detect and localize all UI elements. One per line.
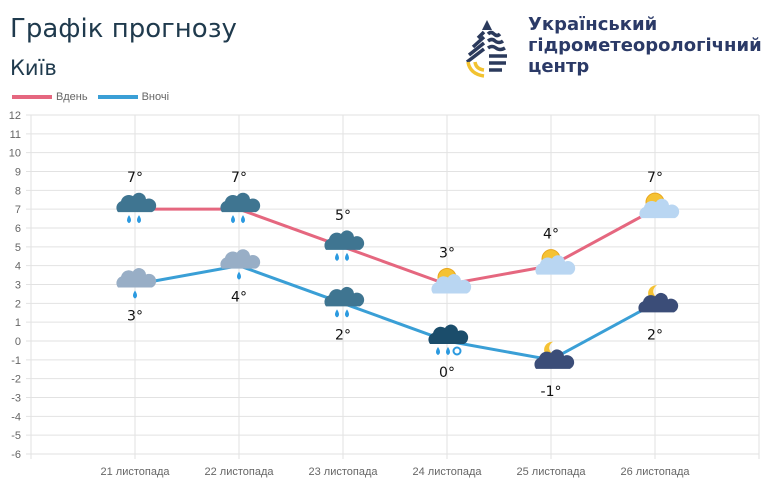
cloud-shape: [639, 198, 680, 219]
data-label: 7°: [127, 170, 143, 186]
rain-cloud-icon: [324, 230, 365, 261]
y-tick-label: 5: [15, 242, 21, 254]
rain-cloud-icon: [116, 192, 157, 224]
y-tick-label: -3: [11, 393, 21, 405]
cloud-shape: [116, 268, 157, 288]
page-title: Графік прогнозу: [10, 14, 237, 44]
org-line: гідрометеорологічний: [528, 35, 762, 56]
raindrop-icon: [231, 215, 235, 224]
ukrhydromet-logo: [465, 20, 507, 78]
light-rain-cloud-icon: [116, 268, 157, 299]
org-line: центр: [528, 56, 590, 77]
data-label: 7°: [231, 170, 247, 186]
y-tick-label: 11: [10, 129, 21, 141]
raindrop-icon: [237, 271, 241, 280]
cloud-shape: [535, 255, 576, 275]
raindrop-icon: [241, 215, 245, 224]
cloud-shape: [116, 192, 157, 213]
sun-cloud-icon: [639, 192, 680, 219]
organization-name: Український гідрометеорологічний центр: [528, 14, 762, 77]
y-tick-label: 1: [15, 317, 21, 329]
snowflake-icon: [452, 346, 462, 356]
data-label: 4°: [543, 227, 559, 243]
y-tick-label: 9: [15, 167, 21, 179]
y-tick-label: -6: [11, 449, 21, 461]
data-label: 4°: [231, 290, 247, 306]
legend: Вдень Вночі: [12, 91, 179, 103]
cloud-shape: [324, 286, 365, 307]
data-label: 5°: [335, 208, 351, 224]
x-tick-label: 21 листопада: [101, 466, 171, 478]
raindrop-icon: [127, 215, 131, 224]
data-label: 3°: [439, 246, 455, 262]
y-tick-label: 12: [9, 110, 21, 122]
cloud-shape: [220, 249, 261, 269]
moon-cloud-icon: [534, 341, 575, 369]
x-tick-label: 23 листопада: [309, 466, 379, 478]
raindrop-icon: [345, 309, 349, 318]
y-tick-label: 8: [15, 185, 21, 197]
y-tick-label: -1: [11, 355, 21, 367]
y-tick-label: -2: [11, 374, 21, 386]
raindrop-icon: [133, 290, 137, 299]
raindrop-icon: [335, 309, 339, 318]
y-tick-label: 3: [15, 280, 21, 292]
rain-cloud-icon: [220, 192, 261, 224]
data-label: 2°: [647, 327, 663, 343]
data-label: 7°: [647, 170, 663, 186]
y-tick-label: -4: [11, 411, 21, 423]
raindrop-icon: [446, 347, 450, 355]
sun-cloud-icon: [431, 268, 472, 294]
x-tick-label: 22 листопада: [205, 466, 275, 478]
moon-cloud-icon: [638, 285, 679, 313]
cloud-shape: [428, 324, 469, 344]
cloud-shape: [431, 274, 472, 294]
city-name: Київ: [10, 56, 57, 80]
x-tick-label: 26 листопада: [621, 466, 691, 478]
x-tick-label: 24 листопада: [413, 466, 483, 478]
cloud-shape: [534, 349, 575, 369]
data-label: -1°: [541, 384, 562, 400]
series-line-night: [134, 264, 656, 362]
y-tick-label: 6: [15, 223, 21, 235]
legend-swatch-day[interactable]: [12, 95, 52, 99]
raindrop-icon: [137, 215, 141, 224]
raindrop-icon: [345, 252, 349, 261]
data-label: 3°: [127, 309, 143, 325]
data-label: 2°: [335, 327, 351, 343]
y-tick-label: 7: [15, 204, 21, 216]
legend-label-night[interactable]: Вночі: [141, 91, 170, 103]
sun-cloud-icon: [535, 249, 576, 275]
y-tick-label: 0: [15, 336, 21, 348]
legend-label-day[interactable]: Вдень: [56, 91, 88, 103]
y-tick-label: -5: [11, 430, 21, 442]
light-rain-cloud-icon: [220, 249, 261, 280]
rain-cloud-icon: [324, 286, 365, 318]
cloud-shape: [220, 192, 261, 213]
x-tick-label: 25 листопада: [517, 466, 587, 478]
org-line: Український: [528, 14, 658, 35]
raindrop-icon: [436, 347, 440, 355]
y-tick-label: 2: [15, 298, 21, 310]
data-label: 0°: [439, 365, 455, 381]
y-tick-label: 4: [15, 261, 21, 273]
legend-swatch-night[interactable]: [97, 95, 138, 99]
y-tick-label: 10: [9, 148, 21, 160]
cloud-shape: [324, 230, 365, 250]
rain-snow-cloud-icon: [428, 324, 469, 356]
raindrop-icon: [335, 252, 339, 261]
cloud-shape: [638, 292, 679, 313]
